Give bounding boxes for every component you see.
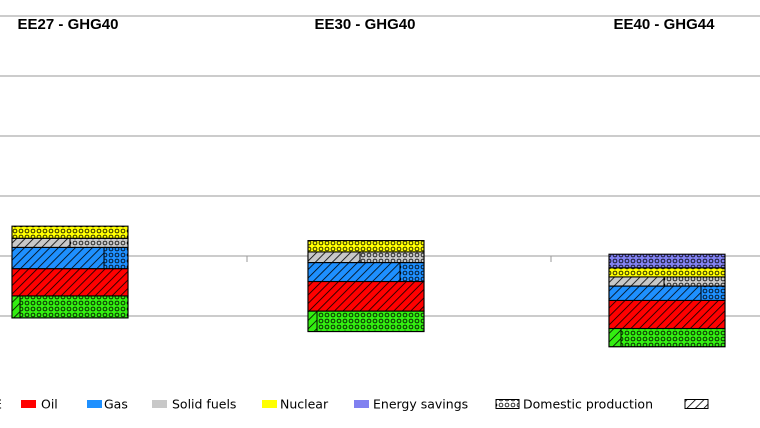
bar-ee30-ghg40 bbox=[307, 240, 425, 333]
legend: E Oil Gas Solid fuels Nuclear Energy savings D… bbox=[0, 397, 709, 412]
imported-hatch-solid-fuels bbox=[609, 276, 664, 287]
domestic-dots-solid-fuels bbox=[70, 238, 128, 248]
imported-hatch-gas bbox=[12, 247, 104, 269]
domestic-dots-nuclear bbox=[609, 267, 725, 277]
legend-label: Domestic production bbox=[523, 397, 653, 412]
legend-swatch bbox=[152, 400, 167, 408]
imported-hatch-renewables bbox=[609, 328, 621, 347]
legend-swatch bbox=[354, 400, 369, 408]
legend-label: E bbox=[0, 397, 2, 412]
imported-hatch-gas bbox=[308, 262, 400, 282]
domestic-dots-solid-fuels bbox=[664, 276, 725, 287]
legend-item-gas: Gas bbox=[87, 397, 128, 412]
panel-titles: EE27 - GHG40 EE30 - GHG40 EE40 - GHG44 bbox=[18, 16, 716, 33]
legend-hatch-swatch bbox=[684, 399, 709, 409]
legend-item-hatch bbox=[684, 399, 709, 409]
panel-title: EE27 - GHG40 bbox=[18, 16, 119, 33]
legend-dots-swatch bbox=[495, 399, 520, 409]
legend-item-oil: Oil bbox=[21, 397, 58, 412]
legend-label: Nuclear bbox=[280, 397, 329, 412]
domestic-dots-renewables bbox=[317, 311, 424, 332]
legend-item-e: E bbox=[0, 397, 2, 412]
imported-hatch-oil bbox=[12, 268, 128, 296]
legend-item-energy-savings: Energy savings bbox=[354, 397, 468, 412]
imported-hatch-renewables bbox=[308, 311, 317, 332]
imported-hatch-gas bbox=[609, 286, 701, 301]
domestic-dots-solid-fuels bbox=[360, 251, 424, 263]
bar-segment-outline bbox=[608, 267, 726, 278]
imported-hatch-solid-fuels bbox=[308, 251, 360, 263]
legend-label: Solid fuels bbox=[172, 397, 236, 412]
panel-title: EE30 - GHG40 bbox=[315, 16, 416, 33]
bar-ee27-ghg40 bbox=[11, 225, 129, 319]
imported-hatch-oil bbox=[609, 300, 725, 329]
legend-swatch bbox=[262, 400, 277, 408]
bar-segment-outline bbox=[11, 225, 129, 239]
legend-swatch bbox=[21, 400, 36, 408]
imported-hatch-oil bbox=[308, 281, 424, 312]
legend-item-nuclear: Nuclear bbox=[262, 397, 329, 412]
legend-item-solid-fuels: Solid fuels bbox=[152, 397, 236, 412]
domestic-dots-renewables bbox=[20, 295, 128, 318]
legend-item-domestic-production: Domestic production bbox=[495, 397, 653, 412]
bar-ee40-ghg44 bbox=[608, 253, 726, 348]
domestic-dots-renewables bbox=[621, 328, 725, 347]
legend-swatch bbox=[87, 400, 102, 408]
panel-title: EE40 - GHG44 bbox=[614, 16, 716, 33]
legend-label: Energy savings bbox=[373, 397, 468, 412]
domestic-dots-nuclear bbox=[308, 240, 424, 252]
legend-label: Gas bbox=[104, 397, 128, 412]
legend-label: Oil bbox=[41, 397, 58, 412]
domestic-dots-nuclear bbox=[12, 226, 128, 239]
bar-segment-outline bbox=[307, 240, 425, 253]
domestic-dots-gas bbox=[104, 247, 128, 269]
imported-hatch-solid-fuels bbox=[12, 238, 70, 248]
imported-hatch-renewables bbox=[12, 295, 20, 318]
bars bbox=[11, 225, 726, 348]
domestic-dots-gas bbox=[400, 262, 424, 282]
domestic-dots-gas bbox=[701, 286, 725, 301]
